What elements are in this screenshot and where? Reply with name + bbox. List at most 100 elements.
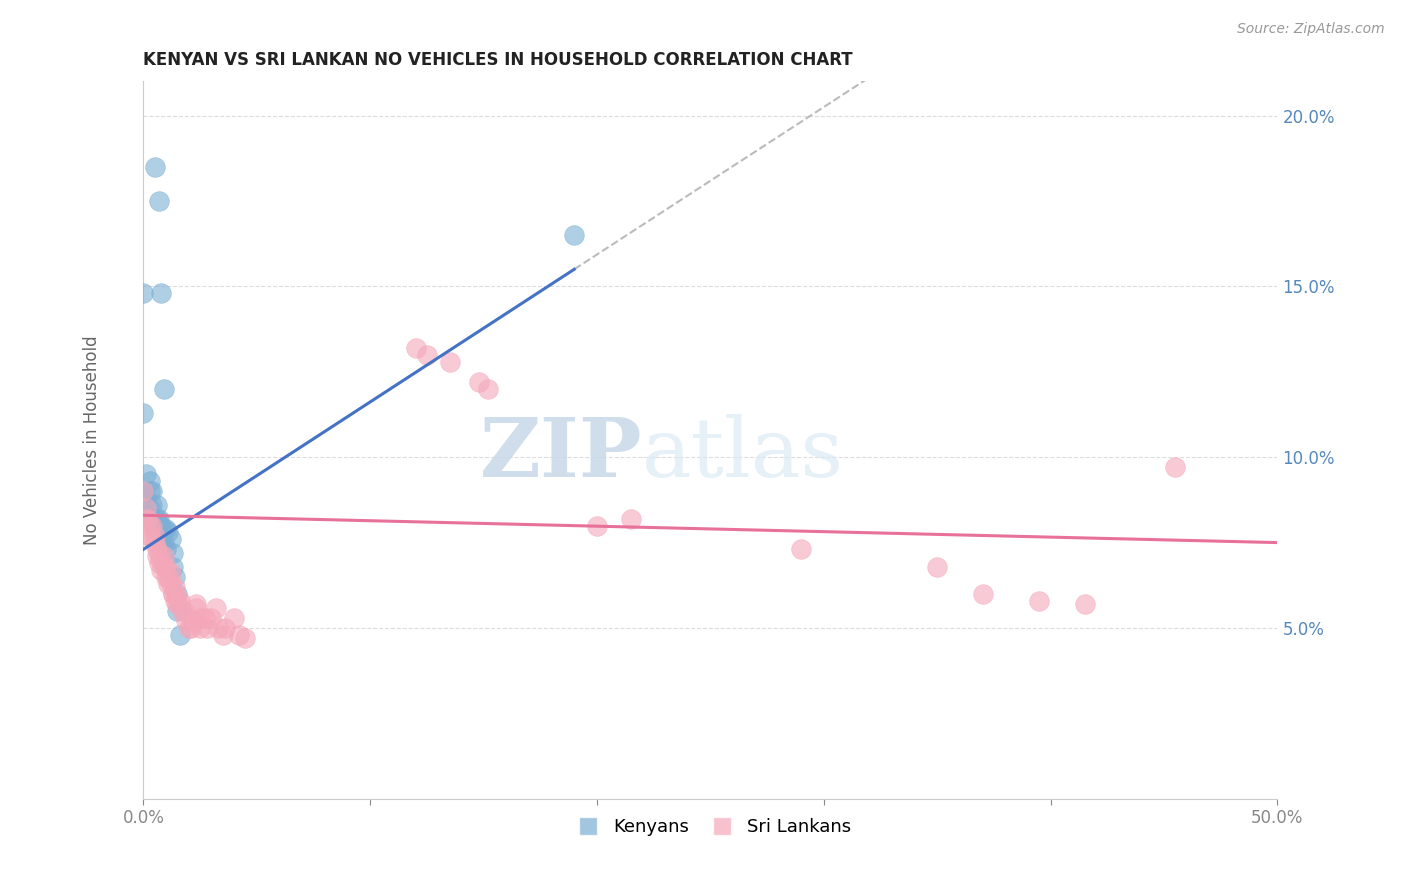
Point — [165, 570, 187, 584]
Point — [195, 621, 218, 635]
Point — [170, 604, 193, 618]
Point — [562, 228, 585, 243]
Point — [205, 600, 228, 615]
Point — [181, 614, 204, 628]
Point — [136, 511, 159, 525]
Point — [152, 522, 174, 536]
Point — [439, 354, 461, 368]
Point — [166, 587, 188, 601]
Point — [139, 529, 162, 543]
Legend: Kenyans, Sri Lankans: Kenyans, Sri Lankans — [562, 811, 858, 844]
Point — [927, 559, 949, 574]
Point — [1164, 460, 1187, 475]
Point — [194, 611, 217, 625]
Point — [157, 570, 180, 584]
Point — [228, 628, 250, 642]
Point — [184, 597, 207, 611]
Point — [162, 587, 184, 601]
Point — [135, 491, 157, 505]
Point — [468, 375, 491, 389]
Point — [152, 382, 174, 396]
Point — [177, 621, 200, 635]
Point — [405, 341, 427, 355]
Point — [159, 576, 181, 591]
Point — [166, 597, 188, 611]
Point — [620, 511, 643, 525]
Point — [790, 542, 813, 557]
Point — [159, 566, 181, 581]
Point — [139, 501, 162, 516]
Point — [211, 628, 233, 642]
Point — [214, 621, 236, 635]
Point — [150, 552, 173, 566]
Point — [146, 542, 169, 557]
Point — [146, 549, 169, 564]
Point — [139, 474, 162, 488]
Point — [143, 529, 166, 543]
Point — [135, 467, 157, 482]
Text: KENYAN VS SRI LANKAN NO VEHICLES IN HOUSEHOLD CORRELATION CHART: KENYAN VS SRI LANKAN NO VEHICLES IN HOUS… — [143, 51, 853, 69]
Text: atlas: atlas — [643, 415, 845, 494]
Point — [180, 621, 202, 635]
Point — [184, 600, 207, 615]
Point — [139, 518, 162, 533]
Point — [141, 518, 163, 533]
Point — [143, 522, 166, 536]
Point — [148, 556, 170, 570]
Point — [150, 563, 173, 577]
Point — [135, 501, 157, 516]
Point — [135, 511, 157, 525]
Point — [200, 611, 222, 625]
Point — [146, 498, 169, 512]
Point — [132, 286, 155, 301]
Point — [162, 587, 184, 601]
Text: No Vehicles in Household: No Vehicles in Household — [83, 335, 101, 545]
Point — [169, 593, 191, 607]
Point — [169, 628, 191, 642]
Point — [157, 525, 180, 540]
Point — [166, 604, 188, 618]
Point — [148, 511, 170, 525]
Text: ZIP: ZIP — [479, 415, 643, 494]
Point — [132, 484, 155, 499]
Point — [141, 484, 163, 499]
Point — [150, 518, 173, 533]
Point — [176, 614, 198, 628]
Point — [152, 559, 174, 574]
Point — [188, 611, 211, 625]
Point — [416, 348, 439, 362]
Point — [1028, 593, 1050, 607]
Point — [152, 535, 174, 549]
Point — [235, 632, 257, 646]
Point — [162, 559, 184, 574]
Point — [155, 559, 177, 574]
Point — [972, 587, 994, 601]
Point — [165, 593, 187, 607]
Point — [165, 580, 187, 594]
Point — [166, 591, 188, 605]
Point — [141, 532, 163, 546]
Text: Source: ZipAtlas.com: Source: ZipAtlas.com — [1237, 22, 1385, 37]
Point — [222, 611, 245, 625]
Point — [139, 484, 162, 499]
Point — [150, 286, 173, 301]
Point — [155, 570, 177, 584]
Point — [148, 546, 170, 560]
Point — [143, 511, 166, 525]
Point — [150, 532, 173, 546]
Point — [152, 549, 174, 564]
Point — [477, 382, 499, 396]
Point — [136, 508, 159, 523]
Point — [207, 621, 229, 635]
Point — [188, 621, 211, 635]
Point — [173, 604, 195, 618]
Point — [155, 522, 177, 536]
Point — [1073, 597, 1095, 611]
Point — [157, 576, 180, 591]
Point — [141, 498, 163, 512]
Point — [132, 406, 155, 420]
Point — [143, 160, 166, 174]
Point — [148, 194, 170, 208]
Point — [162, 546, 184, 560]
Point — [155, 542, 177, 557]
